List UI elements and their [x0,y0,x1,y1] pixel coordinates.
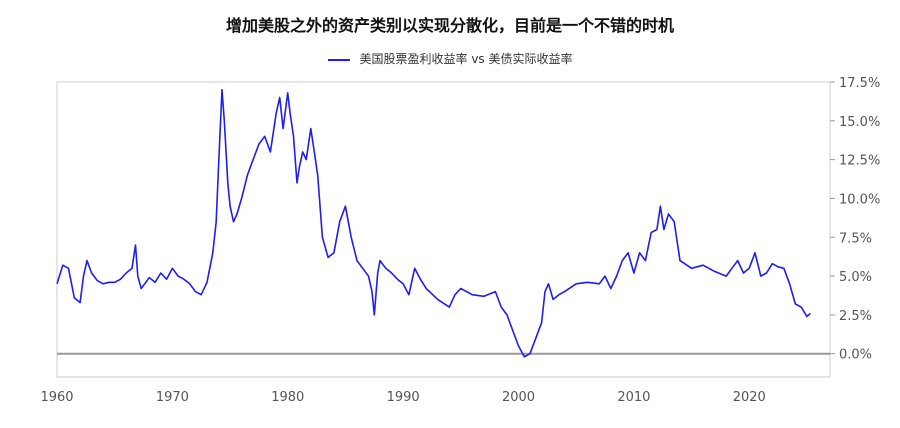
chart-legend: 美国股票盈利收益率 vs 美债实际收益率 [0,50,900,67]
plot-frame [56,81,831,378]
y-tick-label: 17.5% [839,76,880,91]
y-tick-label: 5.0% [839,270,872,285]
x-tick-label: 2010 [617,390,650,405]
y-tick-label: 12.5% [839,154,880,169]
y-tick-label: 10.0% [839,192,880,207]
y-tick-label: 0.0% [839,348,872,363]
legend-label: 美国股票盈利收益率 vs 美债实际收益率 [359,52,573,66]
x-tick-label: 2020 [733,390,766,405]
y-tick-label: 7.5% [839,231,872,246]
x-tick-label: 1960 [40,390,73,405]
x-tick-label: 1980 [271,390,304,405]
legend-line-swatch [327,58,350,61]
y-tick-label: 2.5% [839,309,872,324]
x-axis: 1960 1970 1980 1990 2000 2010 2020 [40,390,765,405]
x-tick-label: 1970 [156,390,189,405]
chart-title: 增加美股之外的资产类别以实现分散化，目前是一个不错的时机 [225,16,674,35]
y-axis: 0.0% 2.5% 5.0% 7.5% 10.0% 12.5% 15.0% 17.5% [830,76,880,363]
x-tick-label: 2000 [502,390,535,405]
y-tick-label: 15.0% [839,115,880,130]
x-tick-label: 1990 [387,390,420,405]
series-line [56,89,811,358]
